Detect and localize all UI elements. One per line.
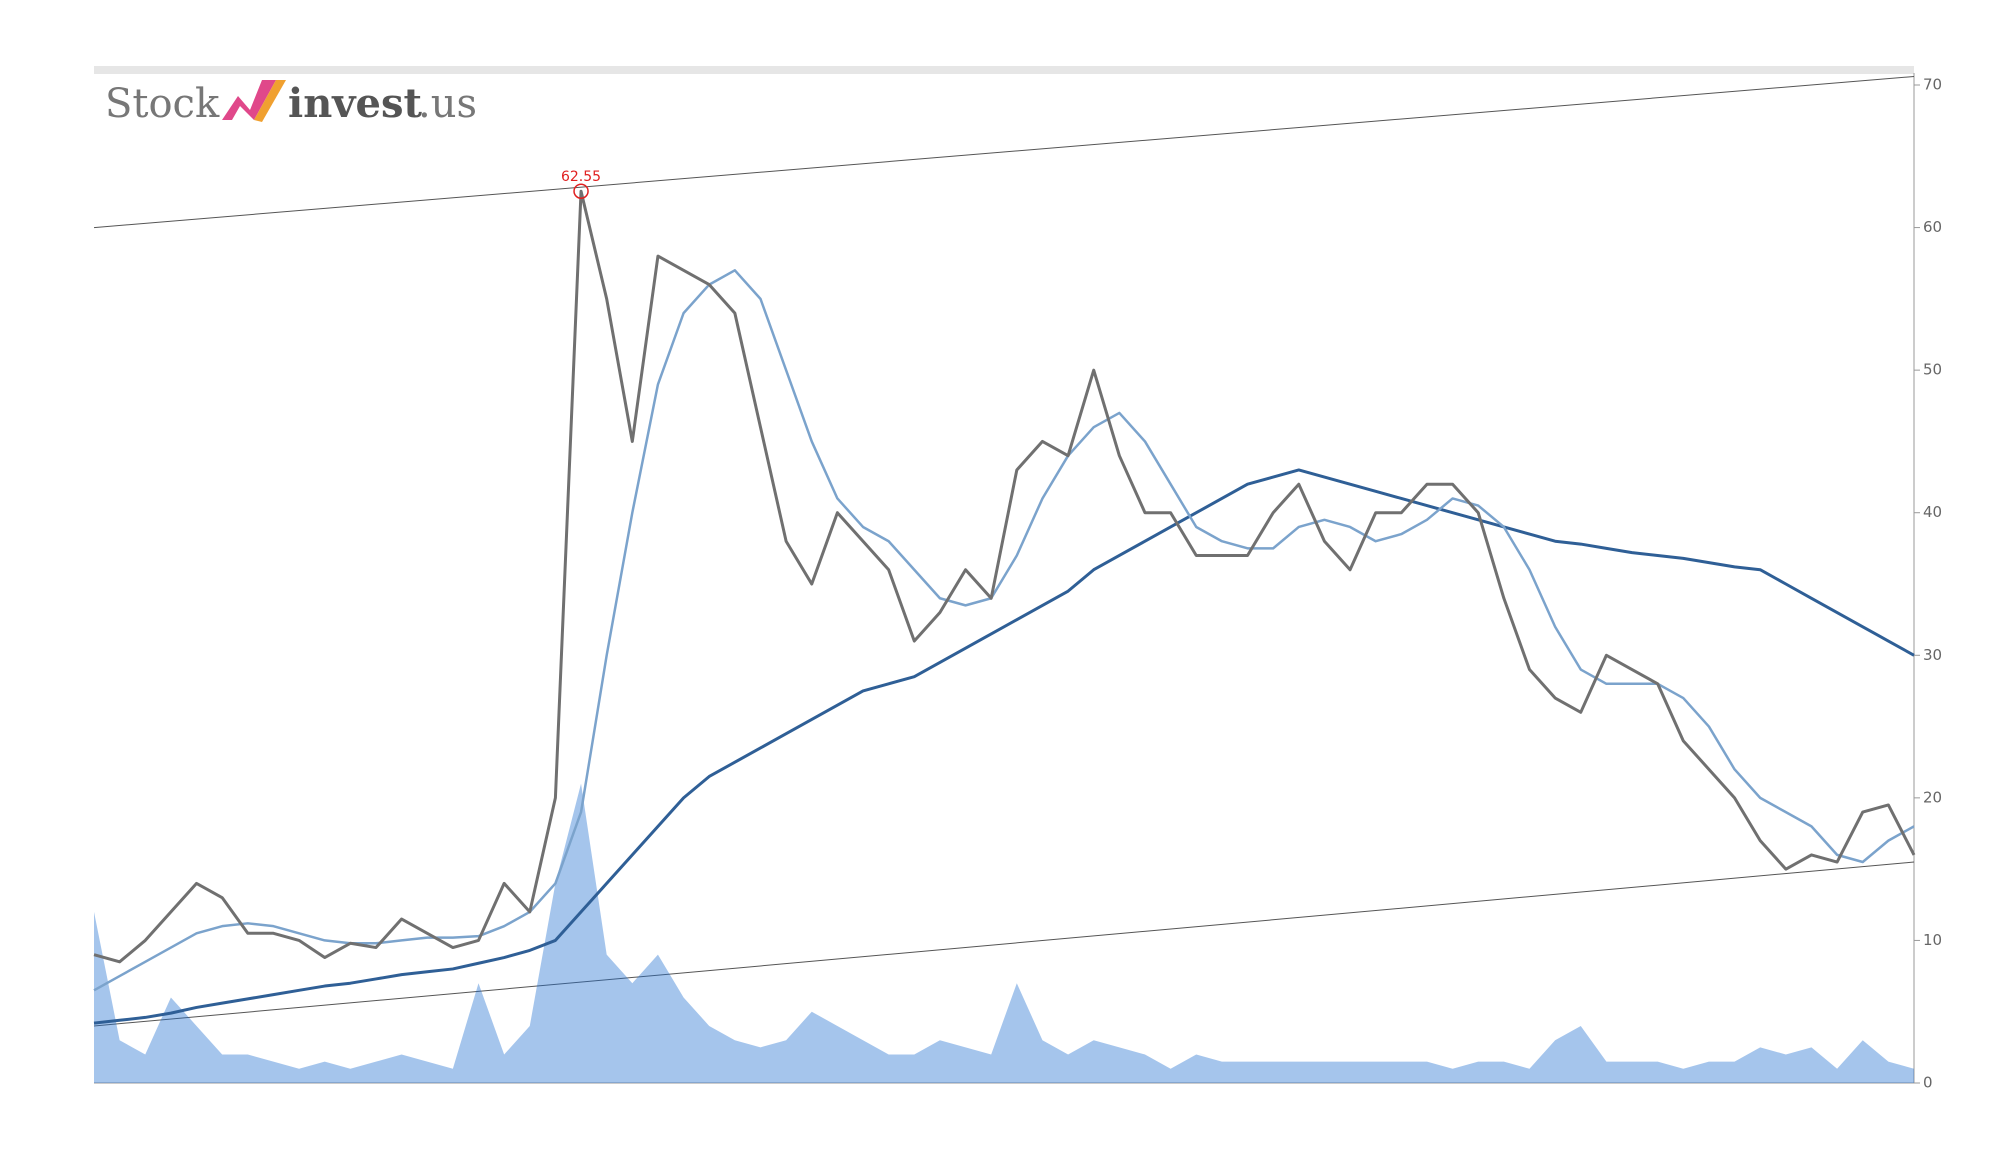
y-tick-label: 70 <box>1923 76 1942 94</box>
y-tick-label: 10 <box>1923 931 1942 949</box>
trend-line <box>93 75 1915 229</box>
trend-line <box>93 861 1915 1027</box>
price-line <box>93 269 1915 992</box>
price-line <box>93 189 1916 964</box>
logo-bold: invest <box>288 80 422 127</box>
y-tick-label: 0 <box>1923 1074 1933 1092</box>
price-line <box>93 468 1915 1025</box>
logo-icon <box>222 80 276 120</box>
top-bar <box>94 66 1914 74</box>
volume-area <box>94 783 1914 1083</box>
y-tick-label: 30 <box>1923 646 1942 664</box>
logo-left: Stock <box>105 81 220 127</box>
logo-icon-accent <box>254 80 286 122</box>
y-tick-label: 50 <box>1923 361 1942 379</box>
y-tick-label: 20 <box>1923 788 1942 806</box>
y-tick-label: 40 <box>1923 503 1942 521</box>
peak-marker <box>573 183 589 199</box>
peak-label: 62.55 <box>561 169 601 185</box>
y-tick-label: 60 <box>1923 218 1942 236</box>
logo-right: .us <box>418 81 477 127</box>
logo: Stock invest .us <box>105 80 477 127</box>
